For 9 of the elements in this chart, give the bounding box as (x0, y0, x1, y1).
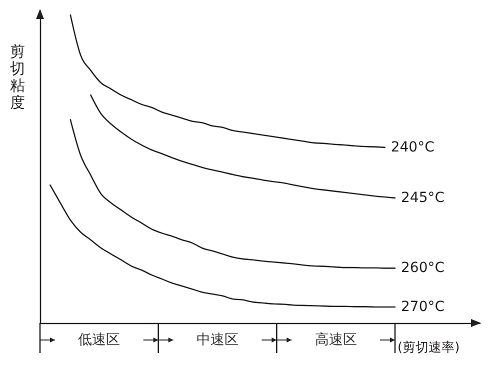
series-label: 245°C (401, 190, 445, 206)
text: 低速区 (78, 332, 120, 348)
series-label: 260°C (401, 260, 445, 276)
series-label: 270°C (401, 298, 445, 315)
text: 高速区 (314, 332, 357, 348)
series-label: 240°C (390, 139, 435, 156)
text: 中速区 (196, 332, 238, 348)
x-axis-title: (剪切速率) (398, 340, 460, 356)
y-axis-title: 剪切粘度 (10, 42, 25, 112)
